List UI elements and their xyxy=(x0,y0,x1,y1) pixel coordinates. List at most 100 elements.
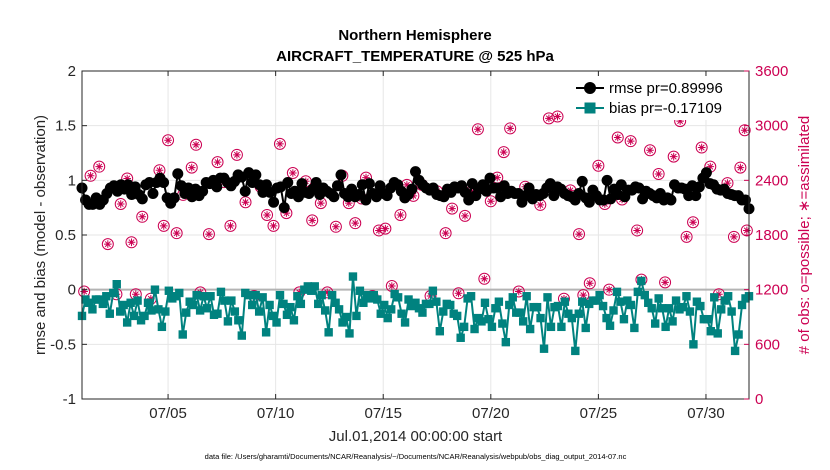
bias-point xyxy=(452,311,462,321)
bias-point xyxy=(95,295,104,304)
obs-count-marker xyxy=(695,141,708,154)
bias-point xyxy=(623,296,632,305)
rmse-point xyxy=(410,166,421,178)
obs-count-marker xyxy=(202,228,215,241)
bias-point xyxy=(696,301,705,311)
y-tick-label: 0 xyxy=(68,282,76,299)
rmse-point xyxy=(268,196,280,208)
y-tick-label: 1 xyxy=(68,172,76,189)
chart-title: Northern Hemisphere xyxy=(338,27,491,44)
rmse-point xyxy=(406,183,418,195)
legend-rmse-label: rmse pr=0.89996 xyxy=(609,80,723,97)
rmse-point xyxy=(363,178,375,190)
bias-point xyxy=(595,290,604,300)
bias-point xyxy=(470,324,479,334)
x-axis-label: Jul.01,2014 00:00:00 start xyxy=(329,428,503,445)
obs-count-marker xyxy=(583,277,596,290)
bias-point xyxy=(216,287,226,297)
bias-point xyxy=(564,309,573,318)
bias-point xyxy=(619,314,629,324)
bias-point xyxy=(644,298,653,307)
bias-point xyxy=(296,299,306,309)
rmse-point xyxy=(360,194,372,206)
obs-count-marker xyxy=(349,217,362,230)
obs-count-marker xyxy=(471,123,484,136)
bias-point xyxy=(734,330,743,339)
rmse-point xyxy=(197,185,209,197)
obs-count-marker xyxy=(551,110,564,123)
obs-count-marker xyxy=(452,287,465,300)
x-tick-label: 07/20 xyxy=(472,405,510,422)
obs-count-marker xyxy=(624,135,637,148)
bias-point xyxy=(84,298,94,307)
bias-point xyxy=(303,282,313,291)
bias-point xyxy=(682,292,691,301)
bias-point xyxy=(518,317,528,326)
bias-point xyxy=(359,298,368,307)
rmse-point xyxy=(331,180,343,192)
obs-count-marker xyxy=(190,138,203,151)
obs-count-marker xyxy=(306,214,319,227)
bias-point xyxy=(206,292,215,301)
x-tick-label: 07/25 xyxy=(580,405,618,422)
bias-point xyxy=(213,309,222,318)
x-tick-label: 07/30 xyxy=(687,405,725,422)
obs-count-marker xyxy=(273,137,286,150)
y2-tick-label: 3000 xyxy=(755,118,788,135)
rmse-point xyxy=(739,194,751,206)
x-tick-label: 07/10 xyxy=(257,405,295,422)
obs-count-markers xyxy=(78,110,753,305)
bias-point xyxy=(432,297,441,306)
rmse-point xyxy=(700,167,712,179)
y2-axis-label: # of obs: o=possible; ∗=assimilated xyxy=(796,116,813,355)
obs-count-marker xyxy=(84,169,97,182)
bias-point xyxy=(88,305,97,314)
bias-point xyxy=(338,318,347,327)
y-axis-label: rmse and bias (model - observation) xyxy=(32,115,49,355)
bias-point xyxy=(737,300,747,310)
bias-point xyxy=(612,287,622,297)
bias-point xyxy=(355,286,365,295)
bias-point xyxy=(400,318,410,327)
obs-count-marker xyxy=(93,160,106,173)
obs-count-marker xyxy=(644,144,657,157)
rmse-point xyxy=(484,172,496,184)
bias-point xyxy=(331,298,340,307)
rmse-point xyxy=(147,187,159,199)
bias-point xyxy=(147,306,156,315)
bias-point xyxy=(581,323,590,333)
obs-count-marker xyxy=(484,195,497,208)
bias-point xyxy=(314,299,323,309)
bias-point xyxy=(508,293,517,302)
bias-point xyxy=(591,296,601,305)
bias-point xyxy=(195,306,205,315)
chart-subtitle: AIRCRAFT_TEMPERATURE @ 525 hPa xyxy=(276,48,554,65)
bias-point xyxy=(567,313,577,323)
bias-point xyxy=(484,314,493,324)
bias-point xyxy=(664,304,674,313)
obs-count-marker xyxy=(239,196,252,209)
bias-point xyxy=(703,314,712,324)
rmse-point xyxy=(296,178,308,190)
obs-count-marker xyxy=(439,227,452,240)
bias-point xyxy=(689,340,698,349)
bias-point xyxy=(546,322,556,332)
bias-point xyxy=(414,304,424,313)
obs-count-marker xyxy=(372,224,385,237)
bias-point xyxy=(352,311,361,321)
bias-point xyxy=(536,313,545,323)
obs-count-marker xyxy=(379,222,392,235)
bias-point xyxy=(692,297,702,306)
bias-point xyxy=(188,300,198,310)
bias-point xyxy=(602,313,611,323)
bias-point xyxy=(317,290,326,300)
bias-point xyxy=(609,306,618,315)
bias-point xyxy=(425,299,434,309)
bias-point xyxy=(633,287,643,297)
bias-point xyxy=(230,307,240,316)
rmse-point xyxy=(335,169,347,181)
bias-point xyxy=(178,330,187,339)
rmse-point xyxy=(282,177,294,189)
bias-point xyxy=(515,308,524,317)
bias-point xyxy=(553,301,563,311)
